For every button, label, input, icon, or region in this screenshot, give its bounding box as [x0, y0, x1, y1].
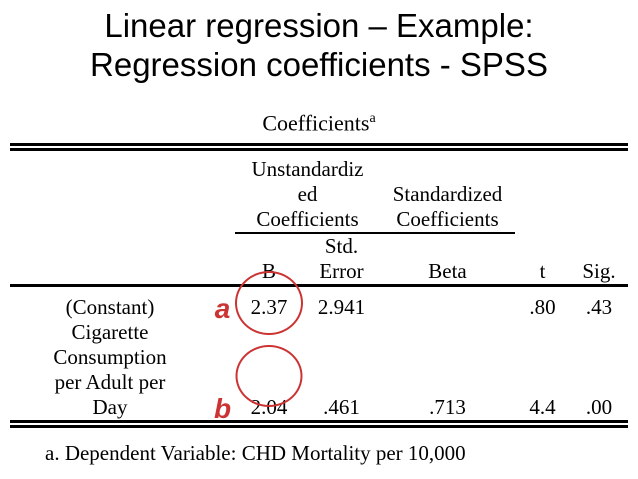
slide-title: Linear regression – Example: Regression … [0, 6, 638, 84]
cell-constant-sig: .43 [585, 294, 613, 319]
table-row-constant: (Constant) a 2.37 2.941 .80 .43 [10, 271, 628, 336]
spacer-cell [210, 147, 235, 233]
column-header-b: B [235, 233, 303, 287]
table-caption-superscript: a [369, 111, 376, 126]
cell-cigarette-t: 4.4 [529, 394, 556, 419]
table-row-cigarette-consumption: Cigarette Consumption per Adult per Day … [10, 320, 628, 424]
annotation-letter-a: a [214, 292, 231, 324]
spacer-cell [515, 147, 570, 233]
column-header-sig: Sig. [570, 233, 628, 287]
table-caption: Coefficientsa [10, 106, 628, 136]
row-label-constant: (Constant) [65, 294, 155, 319]
annotation-letter-b: b [213, 392, 232, 424]
value-cigarette-b: 2.04 [250, 394, 288, 419]
column-header-beta: Beta [380, 233, 515, 287]
column-header-row: B Std. Error Beta t Sig. [10, 233, 628, 287]
spacer-cell [10, 147, 210, 233]
table-footnote: a. Dependent Variable: CHD Mortality per… [45, 441, 466, 465]
slide-title-line2: Regression coefficients - SPSS [90, 46, 548, 83]
table-caption-text: Coefficients [262, 110, 370, 136]
cell-constant-std-error: 2.941 [317, 294, 366, 319]
cell-constant-beta [380, 286, 515, 320]
cell-constant-t: .80 [529, 294, 556, 319]
column-header-std-error: Std. Error [303, 233, 380, 287]
cell-cigarette-b: 2.04 [235, 320, 303, 424]
value-constant-b: 2.37 [250, 294, 288, 319]
row-label-cigarette-consumption: Cigarette Consumption per Adult per Day [53, 319, 167, 419]
cell-constant-b: 2.37 [235, 271, 303, 336]
cell-cigarette-std-error: .461 [323, 394, 360, 419]
coefficients-table: Unstandardiz ed Coefficients Standardize… [10, 143, 628, 428]
cell-cigarette-sig: .00 [585, 394, 613, 419]
spacer-cell [570, 147, 628, 233]
group-header-unstandardized: Unstandardiz ed Coefficients [235, 147, 380, 234]
group-header-standardized: Standardized Coefficients [380, 147, 515, 234]
spacer-cell [10, 233, 235, 287]
slide-title-line1: Linear regression – Example: [104, 7, 534, 44]
group-header-row: Unstandardiz ed Coefficients Standardize… [10, 147, 628, 234]
column-header-t: t [515, 233, 570, 287]
cell-cigarette-beta: .713 [429, 394, 466, 419]
